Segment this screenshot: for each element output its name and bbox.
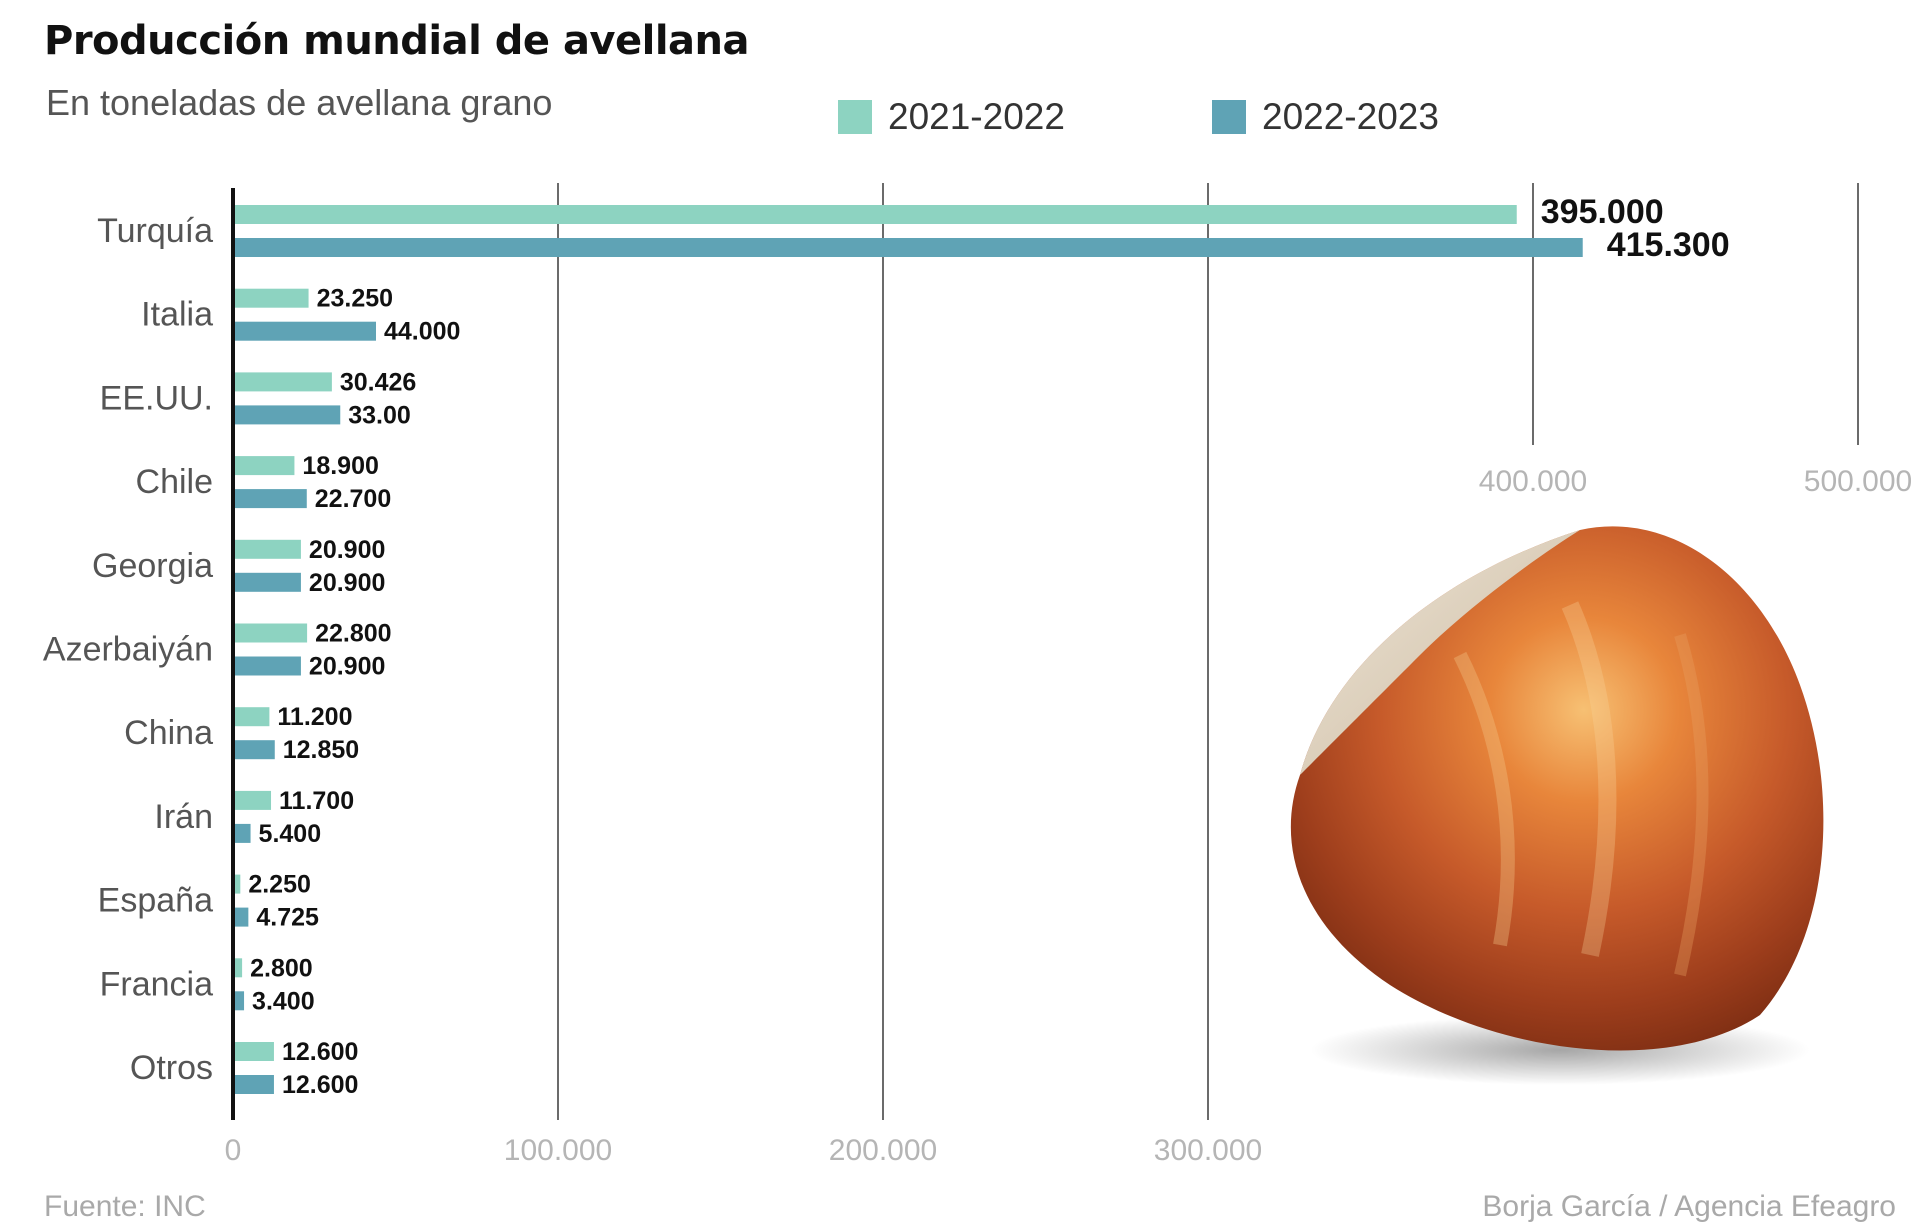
- bar: [233, 790, 272, 810]
- bar-value-label: 4.725: [256, 904, 319, 932]
- bar: [233, 456, 295, 476]
- bar-value-label: 30.426: [340, 368, 416, 396]
- x-tick-label: 200.000: [829, 1134, 937, 1167]
- bar-value-label: 22.800: [315, 620, 391, 648]
- bar: [233, 372, 332, 392]
- category-label: EE.UU.: [100, 379, 213, 417]
- bar-value-label: 18.900: [302, 452, 378, 480]
- bar: [233, 623, 308, 643]
- bar: [233, 740, 275, 760]
- bar: [233, 489, 307, 509]
- bar: [233, 321, 376, 341]
- credit-note: Borja García / Agencia Efeagro: [1482, 1190, 1896, 1223]
- chart-title: Producción mundial de avellana: [44, 18, 750, 64]
- legend-label: 2022-2023: [1262, 96, 1439, 137]
- legend-item-2021-2022: 2021-2022: [838, 96, 1065, 138]
- bar-value-label: 23.250: [317, 285, 393, 313]
- bar: [233, 958, 243, 978]
- bar-value-label: 2.800: [250, 954, 313, 982]
- bar-value-label: 12.850: [283, 736, 359, 764]
- bar: [233, 405, 341, 425]
- legend-swatch: [1212, 100, 1246, 134]
- category-label: Otros: [130, 1049, 213, 1087]
- bar-value-label: 33.00: [348, 401, 411, 429]
- bar-value-label: 12.600: [282, 1038, 358, 1066]
- bar: [233, 288, 309, 308]
- bar-value-label: 20.900: [309, 653, 385, 681]
- bar-value-label: 22.700: [315, 485, 391, 513]
- bar-value-label: 44.000: [384, 318, 460, 346]
- bar: [233, 238, 1583, 257]
- bar-value-label: 11.200: [277, 703, 352, 731]
- hazelnut-image: [1290, 526, 1824, 1085]
- bar: [233, 874, 241, 894]
- bar-value-label: 415.300: [1607, 226, 1730, 264]
- bar: [233, 991, 245, 1011]
- category-label: España: [98, 882, 213, 920]
- bar-value-label: 5.400: [259, 820, 322, 848]
- bar: [233, 907, 249, 927]
- bar: [233, 572, 301, 592]
- bar: [233, 539, 301, 559]
- category-label: China: [124, 714, 213, 752]
- source-note: Fuente: INC: [44, 1190, 206, 1223]
- bar-value-label: 2.250: [248, 871, 311, 899]
- bar-value-label: 11.700: [279, 787, 354, 815]
- category-label: Irán: [154, 798, 213, 836]
- bar-value-label: 3.400: [252, 987, 315, 1015]
- bar-value-label: 395.000: [1541, 193, 1664, 231]
- legend-swatch: [838, 100, 872, 134]
- x-tick-label: 0: [225, 1134, 242, 1167]
- chart-subtitle: En toneladas de avellana grano: [46, 82, 553, 123]
- category-label: Georgia: [92, 547, 213, 585]
- x-tick-label: 100.000: [504, 1134, 612, 1167]
- category-label: Chile: [136, 463, 213, 501]
- bar: [233, 656, 301, 676]
- bar-value-label: 20.900: [309, 536, 385, 564]
- bar-value-label: 12.600: [282, 1071, 358, 1099]
- bar: [233, 1042, 274, 1061]
- x-tick-label: 300.000: [1154, 1134, 1262, 1167]
- category-label: Italia: [141, 296, 213, 334]
- bar-value-label: 20.900: [309, 569, 385, 597]
- x-tick-label: 400.000: [1479, 465, 1587, 498]
- bar: [233, 1075, 274, 1094]
- bar: [233, 205, 1517, 224]
- legend-item-2022-2023: 2022-2023: [1212, 96, 1439, 138]
- bar: [233, 823, 251, 843]
- legend-label: 2021-2022: [888, 96, 1065, 137]
- x-tick-label: 500.000: [1804, 465, 1912, 498]
- bar: [233, 707, 270, 727]
- category-label: Azerbaiyán: [43, 631, 213, 669]
- category-label: Francia: [100, 965, 213, 1003]
- category-label: Turquía: [97, 212, 213, 250]
